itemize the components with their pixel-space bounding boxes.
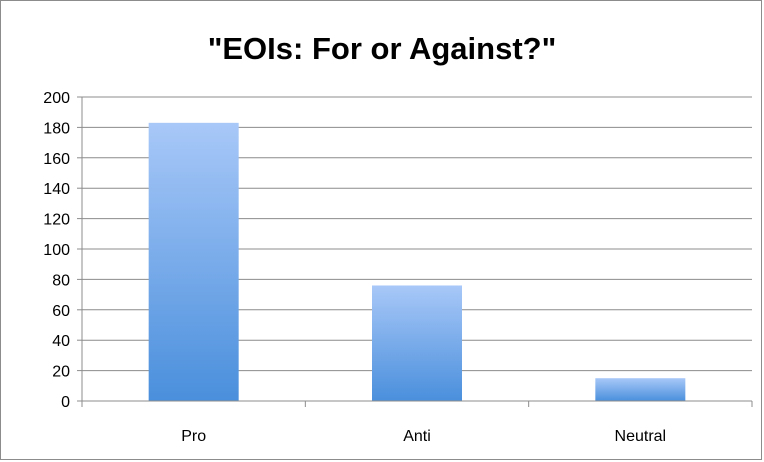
y-tick-label: 40 [52, 333, 70, 350]
y-tick-label: 60 [52, 303, 70, 320]
y-tick-label: 120 [43, 212, 70, 229]
x-tick-labels: Pro Anti Neutral [181, 428, 666, 445]
bars [148, 122, 686, 401]
y-tick-label: 180 [43, 120, 70, 137]
y-tick-labels: 0 20 40 60 80 100 120 140 160 180 200 [43, 90, 70, 411]
bar-neutral [595, 378, 686, 401]
x-tick-label: Neutral [615, 428, 667, 445]
x-tick-label: Anti [403, 428, 431, 445]
y-tick-label: 100 [43, 242, 70, 259]
x-tick-label: Pro [181, 428, 206, 445]
y-tick-label: 140 [43, 181, 70, 198]
y-tick-label: 200 [43, 90, 70, 107]
bar-pro [148, 122, 239, 401]
y-tick-label: 20 [52, 364, 70, 381]
y-tick-label: 160 [43, 151, 70, 168]
y-tick-label: 80 [52, 272, 70, 289]
y-tick-label: 0 [61, 394, 70, 411]
bar-anti [372, 285, 462, 401]
axes [77, 96, 753, 407]
chart-title: "EOIs: For or Against?" [207, 31, 557, 66]
